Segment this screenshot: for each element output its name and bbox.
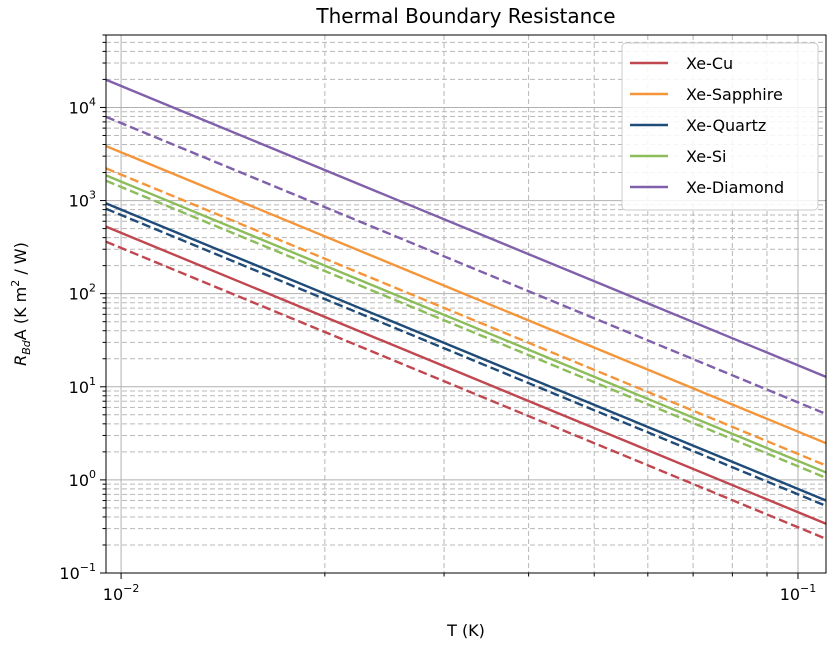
y-label-sub: Bd xyxy=(20,339,33,355)
y-label-main: R xyxy=(11,355,30,366)
series-line xyxy=(105,202,827,502)
series-line xyxy=(105,174,827,474)
legend-box xyxy=(621,42,819,211)
plot-frame xyxy=(105,34,827,574)
x-tick-label: 10−2 xyxy=(103,582,140,604)
legend-label: Xe-Diamond xyxy=(686,178,784,197)
y-tick-label: 104 xyxy=(69,95,96,117)
y-tick-label: 103 xyxy=(69,189,96,211)
series-line xyxy=(105,78,827,378)
x-tick-label: 10−1 xyxy=(780,582,817,604)
y-label-end: / W) xyxy=(11,242,30,280)
y-label-sup: 2 xyxy=(9,280,22,287)
legend-label: Xe-Quartz xyxy=(686,116,766,135)
legend-label: Xe-Cu xyxy=(686,54,733,73)
x-axis-label: T (K) xyxy=(446,621,485,640)
legend: Xe-Cu Xe-Sapphire Xe-Quartz Xe-Si Xe-Diamond xyxy=(621,42,819,211)
ticks: 10−2 10−1 10−1 100 101 102 103 104 xyxy=(59,34,817,604)
y-label-tail: A (K m xyxy=(11,287,30,340)
y-tick-label: 102 xyxy=(69,282,96,304)
y-axis-label: RBdA (K m2 / W) xyxy=(9,242,33,366)
chart-title: Thermal Boundary Resistance xyxy=(315,4,615,28)
y-tick-label: 10−1 xyxy=(59,561,96,583)
y-tick-label: 101 xyxy=(69,375,96,397)
series-line xyxy=(105,144,827,445)
legend-label: Xe-Sapphire xyxy=(686,85,783,104)
series-layer xyxy=(105,78,827,540)
y-tick-label: 100 xyxy=(69,468,96,490)
series-line xyxy=(105,225,827,525)
legend-label: Xe-Si xyxy=(686,147,726,166)
